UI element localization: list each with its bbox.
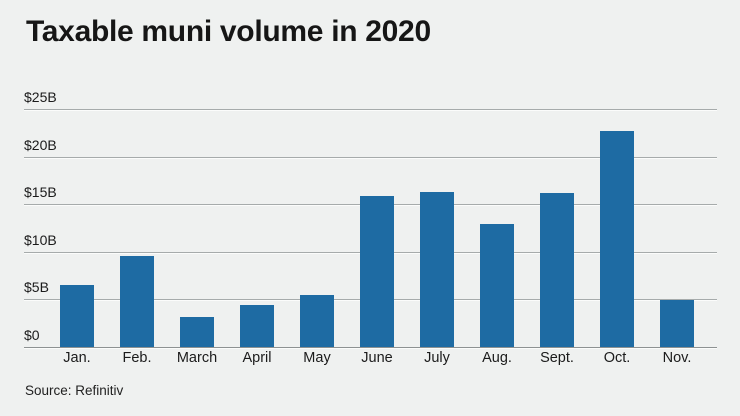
- bar-aug: [480, 224, 514, 347]
- y-tick-label-20b: $20B: [24, 137, 57, 153]
- source-note: Source: Refinitiv: [25, 383, 124, 398]
- bar-jan: [60, 285, 94, 347]
- bar-april: [240, 305, 274, 347]
- x-axis-line: [24, 347, 717, 348]
- y-tick-label-0b: $0: [24, 327, 40, 343]
- x-tick-label-sept: Sept.: [540, 350, 574, 366]
- x-tick-label-march: March: [176, 350, 218, 366]
- x-tick-label-feb: Feb.: [122, 350, 152, 366]
- gridline-25b: [24, 109, 717, 110]
- x-tick-label-jan: Jan.: [63, 350, 91, 366]
- bar-march: [180, 317, 214, 347]
- x-tick-label-aug: Aug.: [482, 350, 512, 366]
- bar-nov: [660, 300, 694, 347]
- bar-may: [300, 295, 334, 347]
- x-tick-label-july: July: [424, 350, 450, 366]
- bar-feb: [120, 256, 154, 347]
- chart-title: Taxable muni volume in 2020: [26, 15, 431, 48]
- x-tick-label-may: May: [303, 350, 331, 366]
- bar-sept: [540, 193, 574, 347]
- bar-june: [360, 196, 394, 347]
- y-tick-label-25b: $25B: [24, 89, 57, 105]
- x-tick-label-nov: Nov.: [662, 350, 692, 366]
- y-tick-label-15b: $15B: [24, 184, 57, 200]
- y-tick-label-10b: $10B: [24, 232, 57, 248]
- x-tick-label-june: June: [361, 350, 393, 366]
- x-tick-label-oct: Oct.: [603, 350, 631, 366]
- bar-july: [420, 192, 454, 347]
- bar-oct: [600, 131, 634, 347]
- y-tick-label-5b: $5B: [24, 279, 49, 295]
- gridline-20b: [24, 157, 717, 158]
- x-tick-label-april: April: [242, 350, 272, 366]
